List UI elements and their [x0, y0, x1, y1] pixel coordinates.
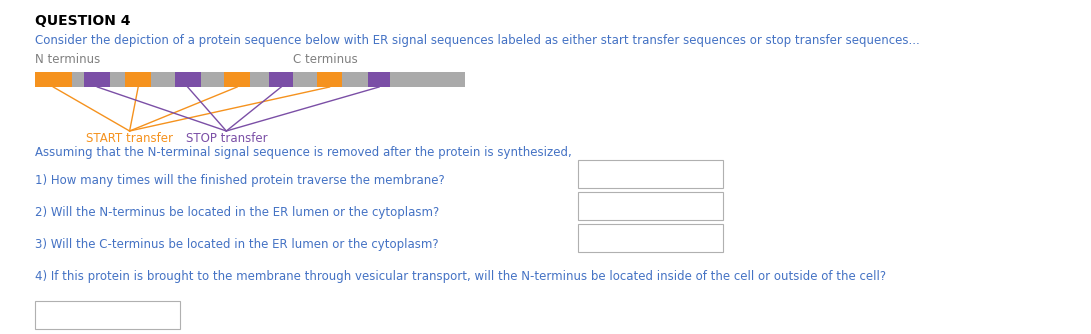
Text: Assuming that the N-terminal signal sequence is removed after the protein is syn: Assuming that the N-terminal signal sequ…	[35, 146, 572, 159]
Bar	[578, 224, 723, 252]
Bar	[35, 301, 180, 329]
Text: 3) Will the C-terminus be located in the ER lumen or the cytoplasm?: 3) Will the C-terminus be located in the…	[35, 238, 439, 251]
Bar	[175, 72, 201, 87]
Text: 4) If this protein is brought to the membrane through vesicular transport, will : 4) If this protein is brought to the mem…	[35, 270, 886, 283]
Bar	[125, 72, 151, 87]
Text: STOP transfer: STOP transfer	[185, 132, 267, 145]
Bar	[578, 192, 723, 220]
Bar	[369, 72, 389, 87]
Bar	[578, 160, 723, 188]
Text: N terminus: N terminus	[35, 53, 100, 66]
Bar	[316, 72, 343, 87]
Text: START transfer: START transfer	[86, 132, 173, 145]
Text: C terminus: C terminus	[293, 53, 358, 66]
Text: 2) Will the N-terminus be located in the ER lumen or the cytoplasm?: 2) Will the N-terminus be located in the…	[35, 206, 440, 219]
Text: Consider the depiction of a protein sequence below with ER signal sequences labe: Consider the depiction of a protein sequ…	[35, 34, 920, 47]
Bar	[35, 72, 465, 87]
Bar	[224, 72, 250, 87]
Text: QUESTION 4: QUESTION 4	[35, 14, 131, 28]
Bar	[35, 72, 72, 87]
Bar	[84, 72, 110, 87]
Text: 1) How many times will the finished protein traverse the membrane?: 1) How many times will the finished prot…	[35, 174, 445, 187]
Bar	[269, 72, 293, 87]
